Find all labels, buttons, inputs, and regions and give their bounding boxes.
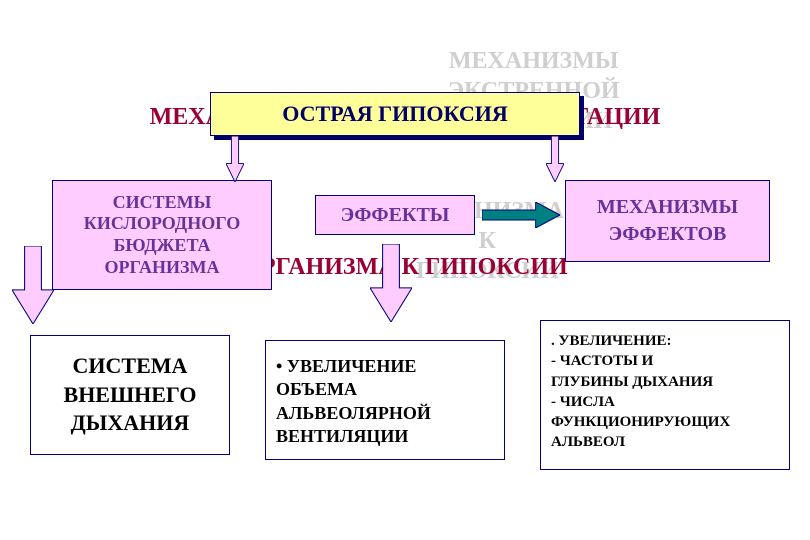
inc-line5: ФУНКЦИОНИРУЮЩИХ bbox=[551, 412, 779, 432]
acute-hypoxia-label: ОСТРАЯ ГИПОКСИЯ bbox=[282, 101, 507, 127]
arrow-right-icon bbox=[482, 202, 560, 228]
alv-line4: ВЕНТИЛЯЦИИ bbox=[276, 425, 494, 448]
effect-mechanisms-box: МЕХАНИЗМЫ ЭФФЕКТОВ bbox=[565, 180, 770, 262]
increase-details-box: . УВЕЛИЧЕНИЕ: - ЧАСТОТЫ И ГЛУБИНЫ ДЫХАНИ… bbox=[540, 320, 790, 470]
external-breathing-system-box: СИСТЕМА ВНЕШНЕГО ДЫХАНИЯ bbox=[30, 335, 230, 455]
alveolar-ventilation-box: • УВЕЛИЧЕНИЕ ОБЪЕМА АЛЬВЕОЛЯРНОЙ ВЕНТИЛЯ… bbox=[265, 340, 505, 460]
oxygen-budget-systems-label: СИСТЕМЫ КИСЛОРОДНОГО БЮДЖЕТА ОРГАНИЗМА bbox=[84, 192, 240, 278]
inc-line1: . УВЕЛИЧЕНИЕ: bbox=[551, 331, 779, 351]
arrow-down-icon bbox=[546, 136, 564, 182]
effect-mechanisms-label: МЕХАНИЗМЫ ЭФФЕКТОВ bbox=[597, 194, 738, 248]
arrow-down-large-icon bbox=[12, 246, 54, 324]
inc-line3: ГЛУБИНЫ ДЫХАНИЯ bbox=[551, 372, 779, 392]
alv-line2: ОБЪЕМА bbox=[276, 378, 494, 401]
inc-line6: АЛЬВЕОЛ bbox=[551, 432, 779, 452]
effects-box: ЭФФЕКТЫ bbox=[315, 195, 475, 235]
alv-line1: • УВЕЛИЧЕНИЕ bbox=[276, 355, 494, 378]
inc-line4: - ЧИСЛА bbox=[551, 392, 779, 412]
oxygen-budget-systems-box: СИСТЕМЫ КИСЛОРОДНОГО БЮДЖЕТА ОРГАНИЗМА bbox=[52, 180, 272, 290]
arrow-down-icon bbox=[226, 136, 244, 182]
acute-hypoxia-box: ОСТРАЯ ГИПОКСИЯ bbox=[210, 92, 580, 136]
effects-label: ЭФФЕКТЫ bbox=[341, 204, 450, 227]
inc-line2: - ЧАСТОТЫ И bbox=[551, 351, 779, 371]
external-breathing-system-label: СИСТЕМА ВНЕШНЕГО ДЫХАНИЯ bbox=[64, 352, 197, 438]
alv-line3: АЛЬВЕОЛЯРНОЙ bbox=[276, 402, 494, 425]
arrow-down-large-icon bbox=[370, 244, 412, 322]
